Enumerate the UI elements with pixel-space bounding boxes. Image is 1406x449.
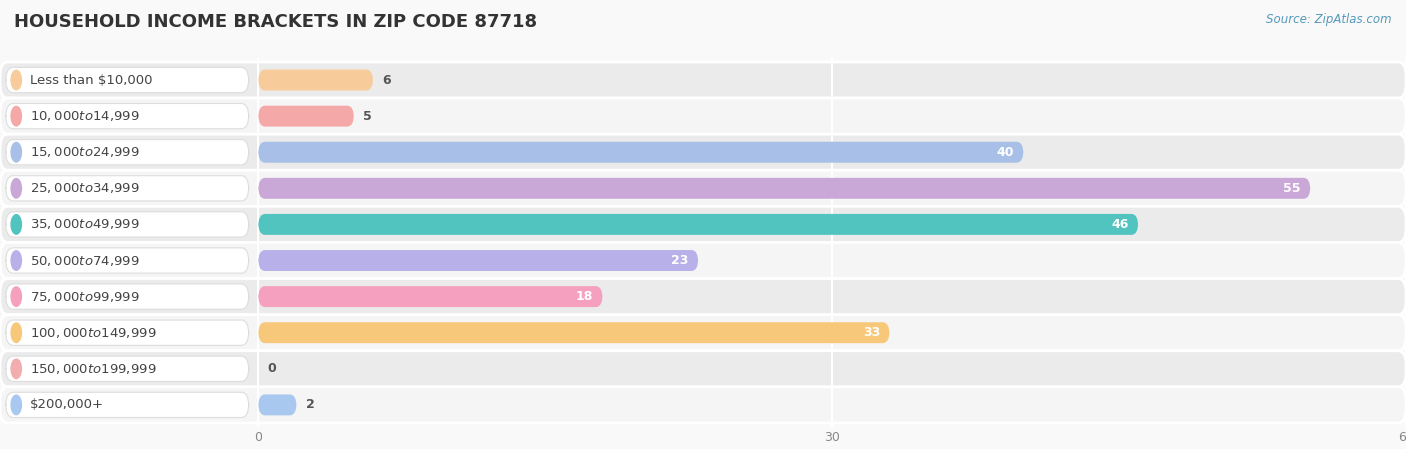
FancyBboxPatch shape <box>6 103 249 129</box>
Text: 23: 23 <box>671 254 689 267</box>
Circle shape <box>11 215 21 234</box>
FancyBboxPatch shape <box>6 392 249 418</box>
Text: HOUSEHOLD INCOME BRACKETS IN ZIP CODE 87718: HOUSEHOLD INCOME BRACKETS IN ZIP CODE 87… <box>14 13 537 31</box>
Text: Less than $10,000: Less than $10,000 <box>30 74 152 87</box>
Circle shape <box>11 179 21 198</box>
FancyBboxPatch shape <box>0 170 1406 207</box>
Circle shape <box>11 106 21 126</box>
Circle shape <box>11 251 21 270</box>
Circle shape <box>11 142 21 162</box>
Text: $10,000 to $14,999: $10,000 to $14,999 <box>30 109 139 123</box>
Text: 40: 40 <box>997 146 1014 158</box>
FancyBboxPatch shape <box>6 248 249 273</box>
FancyBboxPatch shape <box>0 62 1406 98</box>
FancyBboxPatch shape <box>6 212 249 237</box>
FancyBboxPatch shape <box>0 387 1406 423</box>
Text: 6: 6 <box>382 74 391 87</box>
Text: 0: 0 <box>267 362 277 375</box>
Text: 5: 5 <box>364 110 373 123</box>
Text: $100,000 to $149,999: $100,000 to $149,999 <box>30 326 156 340</box>
Text: $75,000 to $99,999: $75,000 to $99,999 <box>30 290 139 304</box>
FancyBboxPatch shape <box>6 140 249 165</box>
Circle shape <box>11 70 21 90</box>
FancyBboxPatch shape <box>6 67 249 92</box>
FancyBboxPatch shape <box>0 351 1406 387</box>
Circle shape <box>11 323 21 343</box>
Text: 33: 33 <box>863 326 880 339</box>
FancyBboxPatch shape <box>0 98 1406 134</box>
FancyBboxPatch shape <box>259 214 1139 235</box>
FancyBboxPatch shape <box>0 134 1406 170</box>
Text: $50,000 to $74,999: $50,000 to $74,999 <box>30 254 139 268</box>
FancyBboxPatch shape <box>0 315 1406 351</box>
FancyBboxPatch shape <box>0 278 1406 315</box>
Circle shape <box>11 359 21 379</box>
FancyBboxPatch shape <box>6 320 249 345</box>
Text: $200,000+: $200,000+ <box>30 398 104 411</box>
FancyBboxPatch shape <box>259 394 297 415</box>
Text: 46: 46 <box>1111 218 1129 231</box>
FancyBboxPatch shape <box>6 356 249 382</box>
Text: $35,000 to $49,999: $35,000 to $49,999 <box>30 217 139 231</box>
FancyBboxPatch shape <box>259 142 1024 163</box>
Text: Source: ZipAtlas.com: Source: ZipAtlas.com <box>1267 13 1392 26</box>
Text: $15,000 to $24,999: $15,000 to $24,999 <box>30 145 139 159</box>
Circle shape <box>11 287 21 306</box>
Text: 55: 55 <box>1284 182 1301 195</box>
FancyBboxPatch shape <box>259 106 354 127</box>
FancyBboxPatch shape <box>6 176 249 201</box>
Text: 18: 18 <box>575 290 593 303</box>
Text: $25,000 to $34,999: $25,000 to $34,999 <box>30 181 139 195</box>
Text: $150,000 to $199,999: $150,000 to $199,999 <box>30 362 156 376</box>
FancyBboxPatch shape <box>0 207 1406 242</box>
FancyBboxPatch shape <box>259 322 890 343</box>
FancyBboxPatch shape <box>6 284 249 309</box>
FancyBboxPatch shape <box>0 242 1406 278</box>
Circle shape <box>11 395 21 414</box>
FancyBboxPatch shape <box>259 70 373 91</box>
FancyBboxPatch shape <box>259 178 1310 199</box>
Text: 2: 2 <box>307 398 315 411</box>
FancyBboxPatch shape <box>259 250 699 271</box>
FancyBboxPatch shape <box>259 286 603 307</box>
